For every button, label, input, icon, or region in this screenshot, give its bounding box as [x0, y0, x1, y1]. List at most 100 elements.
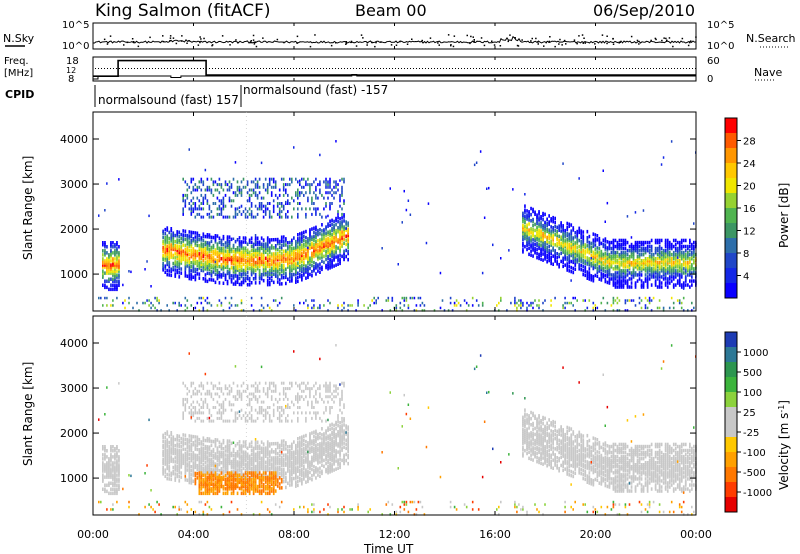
- velocity-cell: [202, 480, 205, 484]
- nsearch-dot: [559, 38, 561, 41]
- power-cell: [276, 274, 279, 278]
- power-cell: [180, 236, 183, 241]
- power-cell: [542, 248, 544, 252]
- velocity-cell: [194, 473, 197, 478]
- power-cell: [200, 250, 203, 254]
- power-cell: [118, 283, 120, 287]
- power-cell: [674, 265, 677, 269]
- power-cell: [339, 231, 341, 235]
- power-cell: [297, 275, 299, 280]
- power-cell: [262, 250, 265, 255]
- velocity-cell: [224, 463, 227, 467]
- power-cell: [317, 243, 319, 247]
- power-cell: [564, 251, 566, 255]
- power-cell: [546, 227, 548, 232]
- power-cell: [596, 266, 599, 270]
- power-cell: [293, 199, 295, 203]
- velocity-cell: [220, 411, 223, 415]
- nsearch-dot: [172, 37, 175, 39]
- power-cell: [538, 299, 540, 302]
- power-cell: [666, 271, 669, 275]
- power-cell: [220, 273, 223, 277]
- power-cell: [584, 267, 587, 272]
- nsearch-dot: [517, 45, 520, 47]
- power-cell: [208, 259, 211, 264]
- power-cell: [210, 253, 213, 258]
- power-cell: [475, 299, 478, 302]
- power-cell: [618, 265, 621, 269]
- power-cell: [522, 217, 524, 222]
- power-cell: [341, 193, 343, 197]
- power-cell: [234, 260, 237, 264]
- power-cell: [612, 238, 615, 243]
- power-cell: [530, 219, 532, 223]
- power-cell: [576, 260, 579, 264]
- power-cell: [270, 185, 273, 189]
- power-cell: [678, 242, 681, 247]
- power-cell: [282, 275, 285, 280]
- power-cell: [188, 266, 191, 271]
- nsearch-dot: [362, 37, 364, 39]
- power-cell: [660, 275, 663, 279]
- nsearch-dot: [188, 40, 190, 42]
- velocity-cell: [164, 456, 167, 460]
- power-cell: [530, 253, 532, 257]
- power-cell: [568, 246, 571, 251]
- velocity-cell: [194, 387, 197, 391]
- power-cell: [196, 207, 199, 211]
- velocity-cell: [216, 484, 219, 489]
- power-cell: [680, 271, 683, 275]
- power-cell: [564, 231, 566, 235]
- power-cell: [532, 248, 534, 252]
- power-cell: [297, 247, 299, 251]
- power-cell: [190, 277, 193, 281]
- velocity-cell: [188, 470, 191, 475]
- power-cell: [644, 273, 647, 277]
- power-cell: [200, 254, 203, 258]
- power-cell: [224, 257, 227, 261]
- power-cell: [391, 296, 394, 300]
- power-cell: [301, 177, 303, 181]
- nave-dot: [248, 68, 249, 69]
- power-cell: [224, 277, 227, 282]
- nsearch-dot: [483, 44, 486, 47]
- power-cell: [278, 255, 281, 260]
- nave-dot: [512, 68, 513, 69]
- velocity-cell: [118, 487, 120, 491]
- power-cell: [341, 207, 343, 211]
- power-cell: [118, 245, 120, 249]
- power-cell: [218, 199, 221, 203]
- power-cell: [548, 234, 550, 238]
- power-cell: [560, 235, 562, 239]
- velocity-cell: [194, 455, 197, 459]
- power-cell: [186, 258, 189, 262]
- velocity-cell: [116, 463, 118, 467]
- power-cell: [650, 246, 653, 251]
- power-cell: [234, 304, 237, 307]
- power-cell: [166, 262, 169, 267]
- power-cell: [602, 238, 605, 242]
- power-cell: [311, 241, 313, 245]
- velocity-cell: [222, 411, 225, 415]
- power-cell: [102, 283, 104, 287]
- power-cell: [664, 261, 667, 265]
- power-cell: [538, 244, 540, 249]
- power-cell: [335, 216, 337, 221]
- power-cell: [311, 227, 313, 231]
- power-cell: [321, 251, 323, 255]
- power-cell: [222, 267, 225, 271]
- power-cell: [327, 222, 329, 226]
- power-cell: [289, 202, 291, 205]
- power-cell: [532, 232, 534, 236]
- velocity-cell: [166, 430, 169, 434]
- power-cell: [604, 253, 607, 257]
- power-cell: [204, 265, 207, 269]
- velocity-cell: [106, 465, 108, 469]
- power-cell: [662, 273, 665, 277]
- power-cell: [313, 260, 315, 265]
- power-cell: [572, 266, 575, 271]
- power-cell: [176, 248, 179, 252]
- power-cell: [337, 188, 339, 192]
- power-cell: [206, 241, 209, 245]
- power-cell: [586, 270, 589, 274]
